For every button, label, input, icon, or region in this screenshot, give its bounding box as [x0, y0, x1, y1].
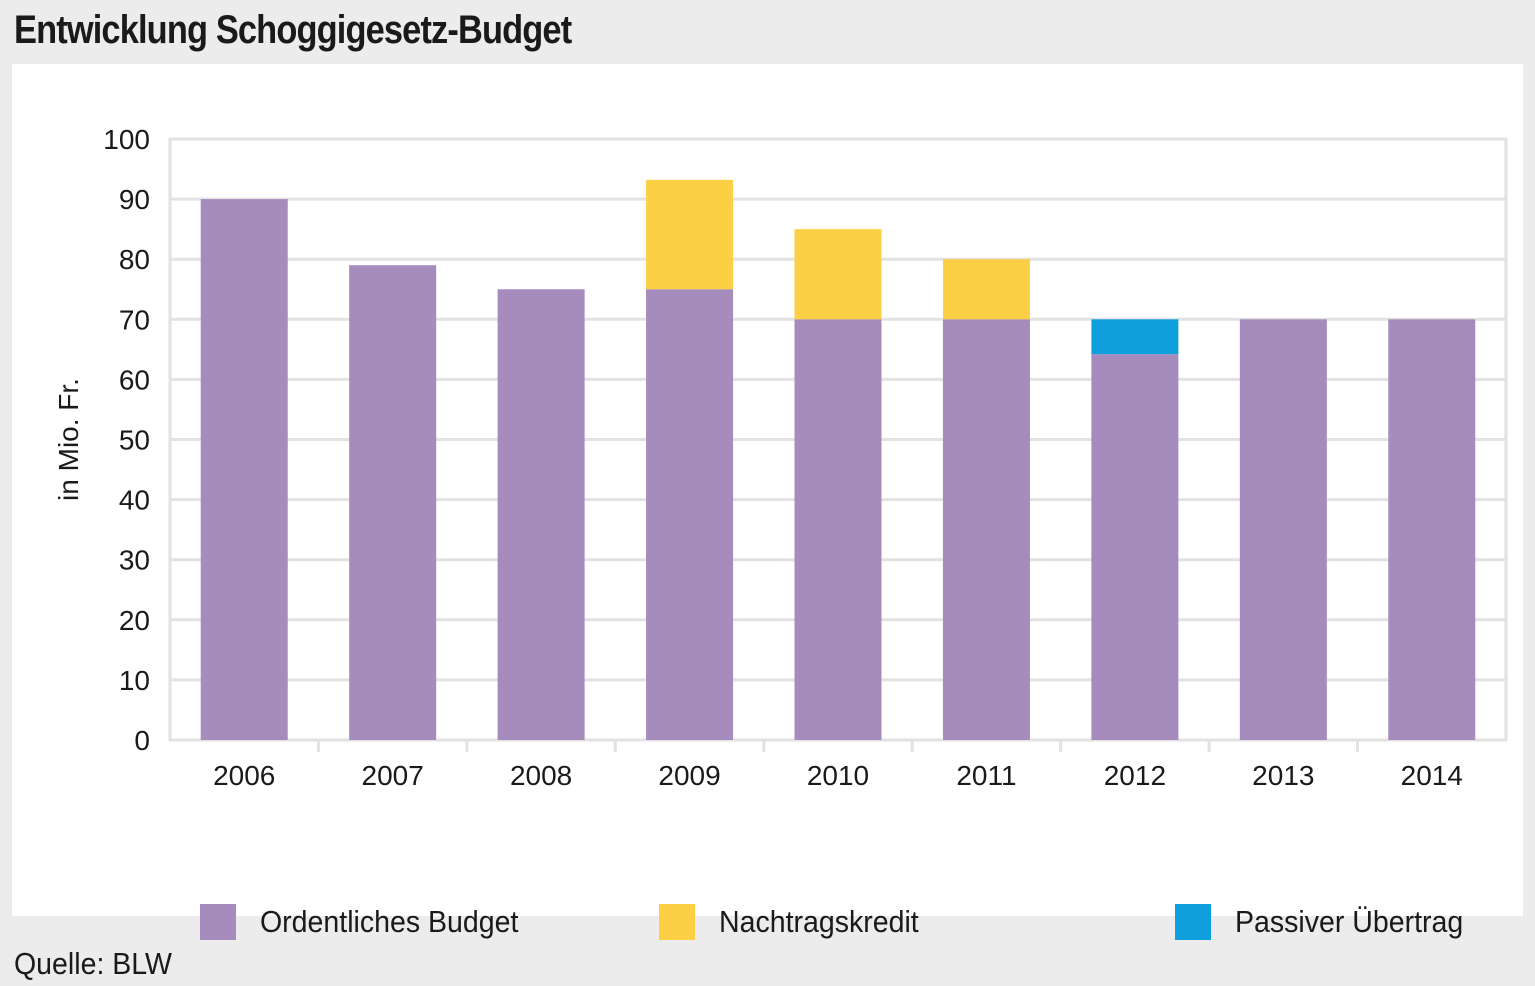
x-tick-label-2014: 2014: [1401, 760, 1463, 791]
y-tick-label-50: 50: [119, 425, 150, 456]
legend-label-nachtragskredit: Nachtragskredit: [719, 904, 919, 939]
chart-legend: Ordentliches Budget Nachtragskredit Pass…: [12, 904, 1523, 964]
legend-swatch-nachtragskredit: [659, 904, 695, 940]
legend-swatch-passiver-uebertrag: [1175, 904, 1211, 940]
bar-2006-ordentliches-budget: [200, 199, 288, 741]
bar-2012-ordentliches-budget: [1091, 354, 1179, 740]
legend-label-passiver-uebertrag: Passiver Übertrag: [1235, 904, 1464, 939]
y-tick-label-40: 40: [119, 485, 150, 516]
x-tick-label-2011: 2011: [956, 760, 1016, 791]
bar-2011-ordentliches-budget: [942, 319, 1030, 740]
x-tick-label-2008: 2008: [510, 760, 572, 791]
x-tick-label-2006: 2006: [213, 760, 275, 791]
y-tick-label-20: 20: [119, 605, 150, 636]
legend-swatch-ordentliches-budget: [200, 904, 236, 940]
x-tick-label-2007: 2007: [362, 760, 424, 791]
legend-item-nachtragskredit: Nachtragskredit: [659, 904, 936, 940]
bar-2014-ordentliches-budget: [1388, 319, 1476, 740]
bar-2009-nachtragskredit: [646, 179, 734, 290]
bar-2011-nachtragskredit: [942, 259, 1030, 320]
x-tick-label-2013: 2013: [1252, 760, 1314, 791]
legend-label-ordentliches-budget: Ordentliches Budget: [260, 904, 519, 939]
y-tick-label-0: 0: [134, 725, 150, 756]
legend-item-ordentliches-budget: Ordentliches Budget: [200, 904, 541, 940]
bar-2008-ordentliches-budget: [497, 289, 585, 740]
y-tick-label-30: 30: [119, 545, 150, 576]
legend-item-passiver-uebertrag: Passiver Übertrag: [1175, 904, 1483, 940]
y-tick-label-10: 10: [119, 665, 150, 696]
bar-chart: 0 10 20 30 40 50 60 70 80 90 100 2006 2007 2008 2009 20…: [53, 124, 1508, 791]
y-tick-label-70: 70: [119, 304, 150, 335]
y-tick-label-60: 60: [119, 364, 150, 395]
y-tick-label-80: 80: [119, 244, 150, 275]
bar-2010-nachtragskredit: [794, 229, 882, 320]
chart-title: Entwicklung Schoggigesetz-Budget: [14, 8, 572, 52]
bar-2010-ordentliches-budget: [794, 319, 882, 740]
chart-panel: 0 10 20 30 40 50 60 70 80 90 100 2006 2007 2008 2009 20…: [12, 64, 1523, 940]
bar-2009-ordentliches-budget: [646, 289, 734, 740]
x-tick-label-2009: 2009: [658, 760, 720, 791]
y-tick-label-90: 90: [119, 184, 150, 215]
x-tick-label-2012: 2012: [1104, 760, 1166, 791]
bar-2007-ordentliches-budget: [349, 265, 437, 740]
y-tick-label-100: 100: [103, 124, 150, 155]
bar-2013-ordentliches-budget: [1239, 319, 1327, 740]
source-note: Quelle: BLW: [14, 946, 172, 981]
x-tick-label-2010: 2010: [807, 760, 869, 791]
bar-2012-passiver-bertrag: [1091, 319, 1179, 355]
y-axis-label: in Mio. Fr.: [53, 378, 84, 501]
